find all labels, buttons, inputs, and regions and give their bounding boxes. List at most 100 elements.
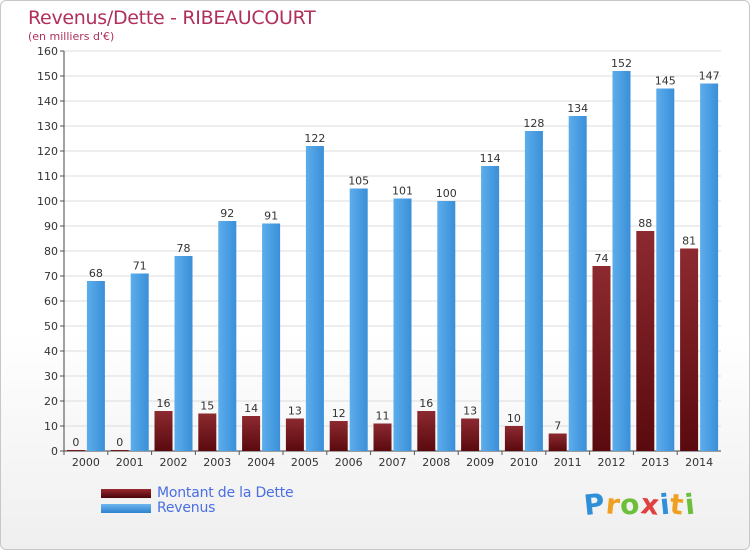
y-tick-label: 80 bbox=[44, 245, 58, 258]
data-label-debt: 14 bbox=[244, 402, 258, 415]
data-label-debt: 13 bbox=[463, 405, 477, 418]
logo-letter: i bbox=[682, 487, 697, 522]
bar-revenue bbox=[524, 131, 543, 451]
y-tick-label: 10 bbox=[44, 420, 58, 433]
data-label-revenue: 100 bbox=[436, 187, 457, 200]
x-tick-label: 2000 bbox=[72, 456, 100, 469]
y-tick-label: 90 bbox=[44, 220, 58, 233]
y-tick-label: 30 bbox=[44, 370, 58, 383]
bar-revenue bbox=[218, 221, 237, 451]
bar-revenue bbox=[700, 83, 719, 451]
data-label-debt: 13 bbox=[288, 405, 302, 418]
bar-revenue bbox=[262, 223, 281, 451]
legend-swatch-debt bbox=[101, 489, 151, 498]
legend-label-debt: Montant de la Dette bbox=[157, 485, 294, 501]
data-label-revenue: 147 bbox=[699, 70, 720, 83]
y-tick-label: 110 bbox=[37, 170, 58, 183]
bar-revenue bbox=[481, 166, 500, 451]
bar-debt bbox=[285, 418, 304, 451]
data-label-debt: 81 bbox=[682, 235, 696, 248]
bar-revenue bbox=[656, 88, 675, 451]
data-label-debt: 7 bbox=[554, 420, 561, 433]
bar-debt bbox=[548, 433, 567, 451]
legend-label-revenue: Revenus bbox=[157, 500, 216, 516]
bar-revenue bbox=[349, 188, 368, 451]
x-tick-label: 2009 bbox=[466, 456, 494, 469]
bar-revenue bbox=[130, 273, 149, 451]
data-label-debt: 15 bbox=[200, 400, 214, 413]
bar-revenue bbox=[568, 116, 587, 451]
data-label-debt: 11 bbox=[376, 410, 390, 423]
bar-debt bbox=[242, 416, 261, 451]
data-label-revenue: 114 bbox=[480, 152, 501, 165]
legend-swatch-revenue bbox=[101, 504, 151, 513]
bar-debt bbox=[680, 248, 699, 451]
x-tick-label: 2010 bbox=[510, 456, 538, 469]
data-label-revenue: 91 bbox=[264, 210, 278, 223]
bar-debt bbox=[461, 418, 480, 451]
y-tick-label: 0 bbox=[51, 445, 58, 458]
x-tick-label: 2011 bbox=[554, 456, 582, 469]
data-label-revenue: 71 bbox=[133, 260, 147, 273]
data-label-revenue: 78 bbox=[177, 242, 191, 255]
x-tick-label: 2002 bbox=[160, 456, 188, 469]
data-label-debt: 12 bbox=[332, 407, 346, 420]
data-label-revenue: 122 bbox=[304, 132, 325, 145]
bar-debt bbox=[110, 450, 129, 451]
y-tick-label: 40 bbox=[44, 345, 58, 358]
data-label-revenue: 101 bbox=[392, 185, 413, 198]
bar-debt bbox=[154, 411, 173, 451]
x-tick-label: 2001 bbox=[116, 456, 144, 469]
bar-revenue bbox=[437, 201, 456, 451]
data-label-revenue: 128 bbox=[523, 117, 544, 130]
bar-revenue bbox=[174, 256, 193, 451]
data-label-revenue: 68 bbox=[89, 267, 103, 280]
x-tick-label: 2005 bbox=[291, 456, 319, 469]
x-tick-label: 2003 bbox=[203, 456, 231, 469]
y-tick-label: 130 bbox=[37, 120, 58, 133]
x-tick-label: 2007 bbox=[379, 456, 407, 469]
chart-title: Revenus/Dette - RIBEAUCOURT bbox=[28, 7, 316, 29]
data-label-debt: 0 bbox=[72, 436, 79, 449]
bar-revenue bbox=[393, 198, 412, 451]
bar-debt bbox=[592, 266, 611, 451]
x-tick-label: 2004 bbox=[247, 456, 275, 469]
y-tick-label: 20 bbox=[44, 395, 58, 408]
y-tick-label: 60 bbox=[44, 295, 58, 308]
bar-revenue bbox=[86, 281, 105, 451]
y-tick-label: 100 bbox=[37, 195, 58, 208]
bar-debt bbox=[417, 411, 436, 451]
data-label-debt: 10 bbox=[507, 412, 521, 425]
x-tick-label: 2013 bbox=[641, 456, 669, 469]
data-label-revenue: 152 bbox=[611, 57, 632, 70]
y-tick-label: 150 bbox=[37, 70, 58, 83]
data-label-revenue: 105 bbox=[348, 175, 369, 188]
y-tick-label: 120 bbox=[37, 145, 58, 158]
data-label-debt: 16 bbox=[419, 397, 433, 410]
data-label-revenue: 145 bbox=[655, 75, 676, 88]
bar-debt bbox=[198, 413, 217, 451]
bar-revenue bbox=[612, 71, 631, 451]
chart-subtitle: (en milliers d'€) bbox=[28, 30, 115, 43]
bar-debt bbox=[66, 450, 85, 451]
proxiti-logo: Proxiti bbox=[582, 486, 697, 523]
bar-debt bbox=[636, 231, 655, 451]
y-tick-label: 140 bbox=[37, 95, 58, 108]
data-label-debt: 16 bbox=[157, 397, 171, 410]
bar-debt bbox=[329, 421, 348, 451]
y-tick-label: 160 bbox=[37, 45, 58, 58]
bar-debt bbox=[373, 423, 392, 451]
bar-revenue bbox=[305, 146, 324, 451]
x-tick-label: 2006 bbox=[335, 456, 363, 469]
data-label-revenue: 134 bbox=[567, 102, 588, 115]
y-tick-label: 50 bbox=[44, 320, 58, 333]
data-label-debt: 0 bbox=[116, 436, 123, 449]
logo-letter: P bbox=[582, 486, 608, 523]
x-tick-label: 2012 bbox=[598, 456, 626, 469]
y-tick-label: 70 bbox=[44, 270, 58, 283]
x-tick-label: 2014 bbox=[685, 456, 713, 469]
x-tick-label: 2008 bbox=[422, 456, 450, 469]
data-label-revenue: 92 bbox=[220, 207, 234, 220]
